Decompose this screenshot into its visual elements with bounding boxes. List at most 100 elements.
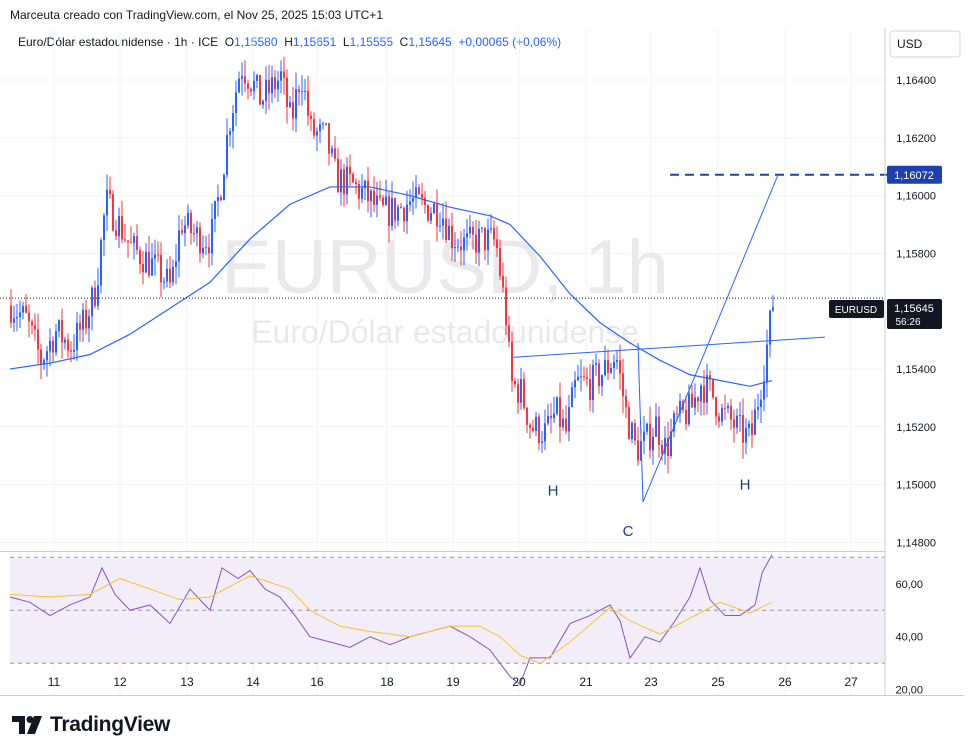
candle-body xyxy=(676,413,678,415)
candle-body xyxy=(397,206,399,221)
candle-body xyxy=(178,230,180,262)
candle-body xyxy=(715,397,717,417)
candle-body xyxy=(394,197,396,221)
candle-body xyxy=(514,380,516,385)
candle-body xyxy=(52,340,54,353)
candle-body xyxy=(409,201,411,205)
watermark: EURUSD, 1h Euro/Dólar estadounidense xyxy=(221,225,669,350)
candle-body xyxy=(70,350,72,352)
candle-body xyxy=(229,131,231,135)
author-line: Marceuta creado con TradingView.com, el … xyxy=(10,8,383,22)
rsi-axis[interactable]: 60,00 40,00 20,00 xyxy=(895,579,923,697)
candle-body xyxy=(418,187,420,194)
target-price-tag: 1,16072 xyxy=(887,165,942,184)
watermark-name: Euro/Dólar estadounidense xyxy=(251,314,639,350)
high-value: 1,15651 xyxy=(292,35,337,49)
candle-body xyxy=(253,80,255,92)
candle-body xyxy=(175,261,177,267)
candle-body xyxy=(469,226,471,234)
price-plot xyxy=(9,56,774,474)
candle-body xyxy=(133,236,135,243)
candle-body xyxy=(163,281,165,283)
time-axis[interactable]: 11 12 13 14 16 18 19 20 21 23 25 26 27 xyxy=(48,675,858,689)
candle-body xyxy=(652,436,654,451)
candle-body xyxy=(565,418,567,432)
candle-body xyxy=(739,414,741,416)
candle-body xyxy=(646,423,648,432)
candle-body xyxy=(151,258,153,276)
pattern-label-head-left: H xyxy=(548,482,559,499)
time-tick-label: 18 xyxy=(380,675,394,689)
candle-body xyxy=(112,194,114,231)
rsi-plot xyxy=(9,554,773,686)
candle-body xyxy=(154,254,156,259)
candle-body xyxy=(19,312,21,318)
rsi-tick-label: 60,00 xyxy=(895,579,923,591)
candle-body xyxy=(493,228,495,240)
price-axis[interactable]: 1,16400 1,16200 1,16000 1,15800 1,15400 1,152… xyxy=(896,75,936,549)
candle-body xyxy=(760,399,762,407)
candle-body xyxy=(364,180,366,189)
candle-body xyxy=(601,375,603,387)
candle-body xyxy=(427,205,429,221)
candle-body xyxy=(349,166,351,175)
candle-body xyxy=(757,406,759,410)
candle-body xyxy=(184,225,186,233)
candle-body xyxy=(28,312,30,322)
candle-body xyxy=(370,190,372,202)
candle-body xyxy=(223,174,225,201)
candle-body xyxy=(130,242,132,244)
candle-body xyxy=(718,416,720,422)
candle-body xyxy=(337,158,339,193)
target-price-label: 1,16072 xyxy=(894,170,934,182)
candle-body xyxy=(721,407,723,422)
tradingview-logo[interactable]: TradingView xyxy=(12,713,170,737)
currency-label: USD xyxy=(897,37,923,51)
candle-body xyxy=(658,416,660,446)
candle-body xyxy=(355,182,357,184)
candle-body xyxy=(367,180,369,202)
candle-body xyxy=(541,441,543,443)
time-tick-label: 19 xyxy=(446,675,460,689)
rsi-ma-line xyxy=(9,575,773,664)
rsi-tick-label: 40,00 xyxy=(895,632,923,644)
candle-body xyxy=(352,174,354,183)
candle-body xyxy=(307,90,309,116)
candle-body xyxy=(31,321,33,326)
candle-body xyxy=(556,397,558,414)
currency-box[interactable] xyxy=(889,30,961,58)
price-tick-label: 1,14800 xyxy=(896,537,936,549)
candle-body xyxy=(43,360,45,365)
candle-body xyxy=(574,380,576,388)
candle-body xyxy=(664,437,666,454)
candle-body xyxy=(211,219,213,254)
candle-body xyxy=(670,431,672,456)
candle-body xyxy=(655,416,657,437)
candle-body xyxy=(535,416,537,431)
candle-body xyxy=(124,239,126,241)
candle-body xyxy=(85,309,87,329)
candle-body xyxy=(703,385,705,403)
time-tick-label: 21 xyxy=(579,675,593,689)
candle-body xyxy=(505,287,507,326)
candle-body xyxy=(424,197,426,206)
candle-body xyxy=(67,339,69,351)
candle-body xyxy=(688,393,690,425)
change-value: +0,00065 (+0,06%) xyxy=(458,35,562,49)
candle-body xyxy=(622,373,624,397)
rsi-tick-label: 20,00 xyxy=(895,685,923,697)
time-tick-label: 14 xyxy=(246,675,260,689)
candle-body xyxy=(199,227,201,254)
candle-body xyxy=(691,393,693,408)
candle-body xyxy=(628,407,630,440)
candle-body xyxy=(406,204,408,222)
candle-body xyxy=(430,213,432,221)
candle-body xyxy=(700,385,702,402)
candle-body xyxy=(373,190,375,205)
time-tick-label: 12 xyxy=(113,675,127,689)
candle-body xyxy=(451,225,453,248)
candle-body xyxy=(433,203,435,214)
candle-body xyxy=(547,415,549,424)
candle-body xyxy=(10,305,12,323)
